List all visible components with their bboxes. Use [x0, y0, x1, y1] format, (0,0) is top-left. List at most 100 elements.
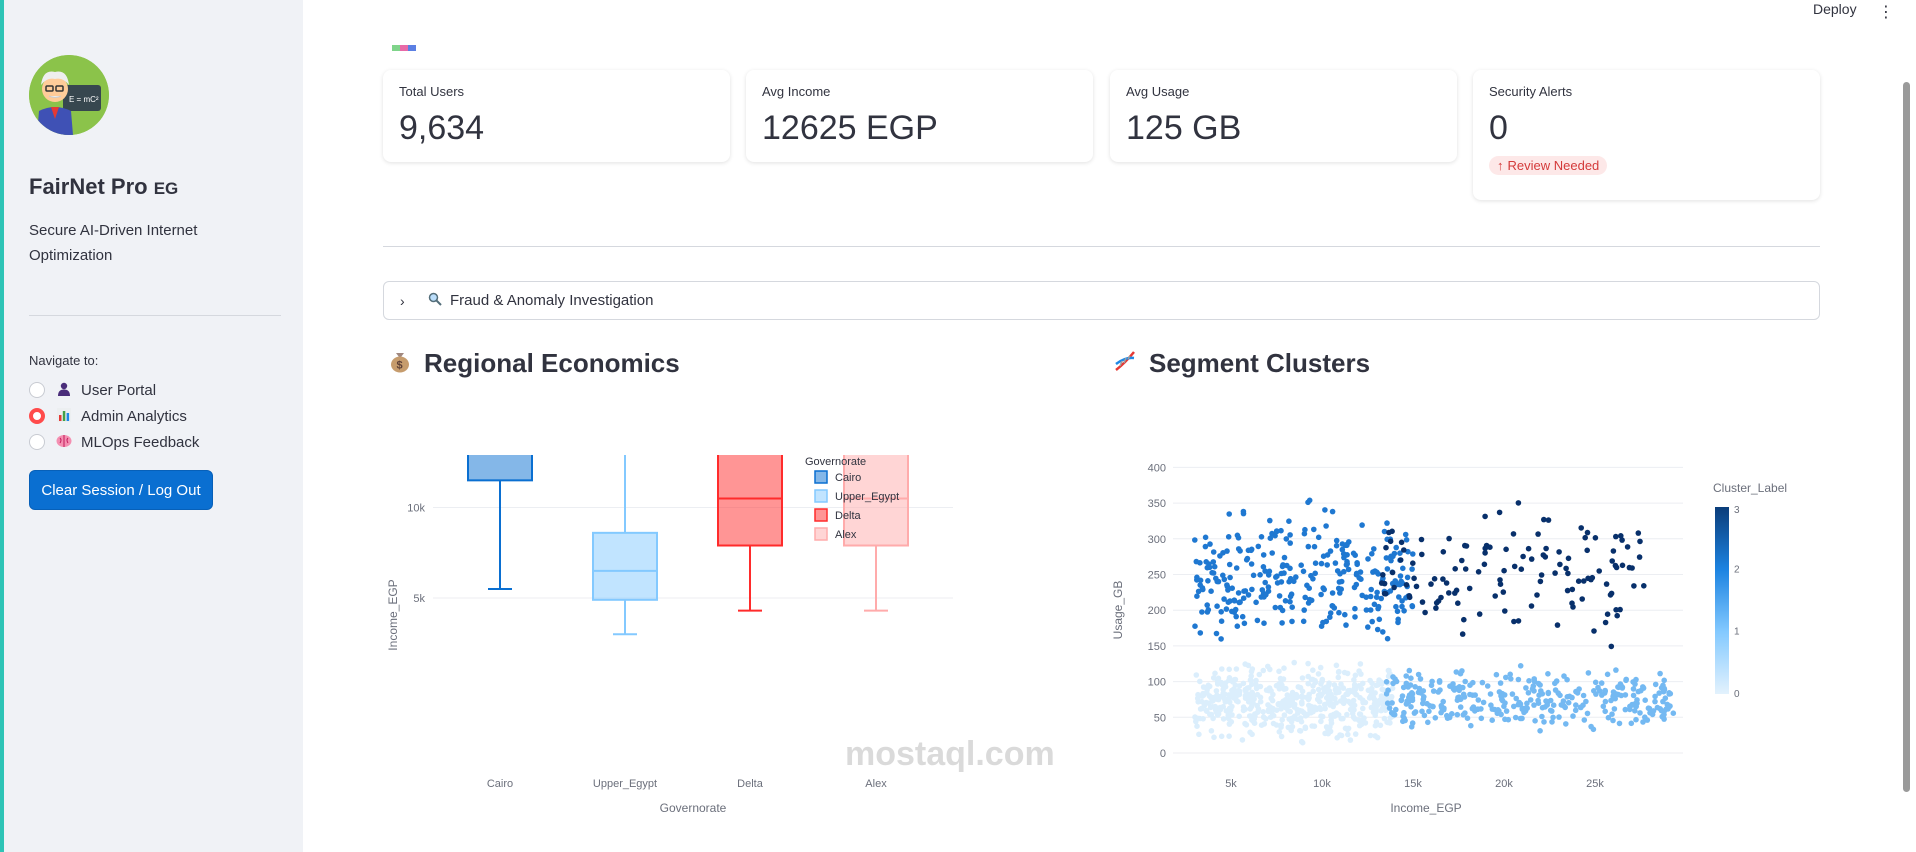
data-point [1545, 517, 1552, 523]
data-point [1403, 673, 1409, 679]
legend-swatch [814, 470, 828, 484]
data-point [1526, 678, 1532, 684]
data-point [1278, 706, 1284, 712]
data-point [1278, 700, 1285, 706]
data-point [1318, 713, 1324, 719]
radio-button[interactable] [29, 434, 45, 450]
data-point [1400, 565, 1406, 572]
data-point [1422, 609, 1428, 616]
colorbar [1715, 507, 1729, 694]
fraud-expander[interactable]: › Fraud & Anomaly Investigation [383, 281, 1820, 320]
svg-text:$: $ [397, 359, 403, 371]
data-point [1267, 704, 1273, 710]
y-axis-title: Usage_GB [1111, 581, 1125, 640]
logout-button[interactable]: Clear Session / Log Out [29, 470, 213, 510]
data-point [1565, 570, 1571, 577]
data-point [1257, 698, 1264, 705]
data-point [1438, 704, 1445, 711]
data-point [1591, 628, 1597, 634]
data-point [1446, 590, 1452, 596]
data-point [1435, 689, 1442, 695]
data-point [1322, 507, 1328, 513]
data-point [1469, 705, 1476, 712]
data-point [1618, 533, 1624, 539]
nav-item-mlops-feedback[interactable]: MLOps Feedback [29, 431, 199, 453]
data-point [1333, 662, 1340, 669]
data-point [1368, 586, 1374, 593]
data-point [1386, 705, 1393, 711]
x-tick-label: Alex [865, 778, 887, 790]
data-point [1289, 604, 1295, 610]
data-point [1221, 691, 1228, 697]
data-point [1305, 543, 1312, 550]
data-point [1223, 606, 1230, 612]
data-point [1269, 550, 1275, 556]
box-alex [843, 455, 909, 612]
data-point [1628, 720, 1635, 727]
data-point [1534, 592, 1540, 598]
radio-button-selected[interactable] [29, 408, 45, 424]
data-point [1197, 678, 1203, 685]
data-point [1249, 586, 1255, 593]
nav-item-admin-analytics[interactable]: Admin Analytics [29, 405, 187, 427]
data-point [1564, 587, 1571, 594]
data-point [1470, 679, 1476, 686]
data-point [1519, 706, 1526, 712]
data-point [1229, 585, 1235, 591]
dna-icon [1113, 349, 1137, 379]
box-body [717, 455, 783, 547]
data-point [1394, 608, 1401, 615]
data-point [1549, 719, 1555, 725]
data-point [1468, 722, 1474, 729]
data-point [1584, 547, 1590, 554]
data-point [1258, 534, 1265, 540]
data-point [1391, 584, 1397, 591]
radio-button[interactable] [29, 382, 45, 398]
data-point [1265, 572, 1272, 578]
data-point [1353, 570, 1360, 577]
data-point [1591, 688, 1597, 694]
data-point [1258, 594, 1265, 600]
data-point [1207, 704, 1214, 711]
data-point [1378, 595, 1384, 602]
data-point [1538, 688, 1544, 694]
kebab-menu-icon[interactable]: ⋮ [1878, 4, 1894, 21]
data-point [1455, 600, 1461, 606]
scrollbar[interactable] [1903, 82, 1910, 792]
cluster-3 [1378, 500, 1647, 650]
data-point [1329, 508, 1336, 515]
data-point [1283, 704, 1289, 711]
data-point [1496, 509, 1503, 516]
data-point [1268, 695, 1274, 702]
deploy-button[interactable]: Deploy [1813, 1, 1857, 17]
data-point [1509, 691, 1516, 697]
data-point [1418, 536, 1425, 543]
data-point [1390, 553, 1396, 560]
legend-label: Cairo [835, 472, 861, 484]
nav-item-user-portal[interactable]: User Portal [29, 379, 156, 401]
data-point [1299, 739, 1306, 746]
data-point [1402, 531, 1409, 538]
data-point [1351, 689, 1357, 695]
data-point [1300, 568, 1307, 575]
data-point [1297, 727, 1303, 734]
data-point [1515, 618, 1522, 624]
data-point [1252, 713, 1258, 719]
section-divider [383, 246, 1820, 247]
data-point [1226, 721, 1233, 727]
data-point [1479, 679, 1486, 686]
data-point [1535, 531, 1541, 537]
data-point [1515, 500, 1522, 506]
data-point [1312, 570, 1318, 577]
data-point [1569, 586, 1576, 593]
data-point [1307, 706, 1313, 712]
data-point [1260, 714, 1267, 720]
data-point [1613, 533, 1619, 540]
data-point [1383, 679, 1390, 685]
data-point [1351, 685, 1358, 691]
data-point [1638, 687, 1644, 694]
data-point [1602, 698, 1609, 705]
data-point [1253, 677, 1259, 684]
data-point [1419, 599, 1426, 605]
data-point [1461, 616, 1467, 623]
